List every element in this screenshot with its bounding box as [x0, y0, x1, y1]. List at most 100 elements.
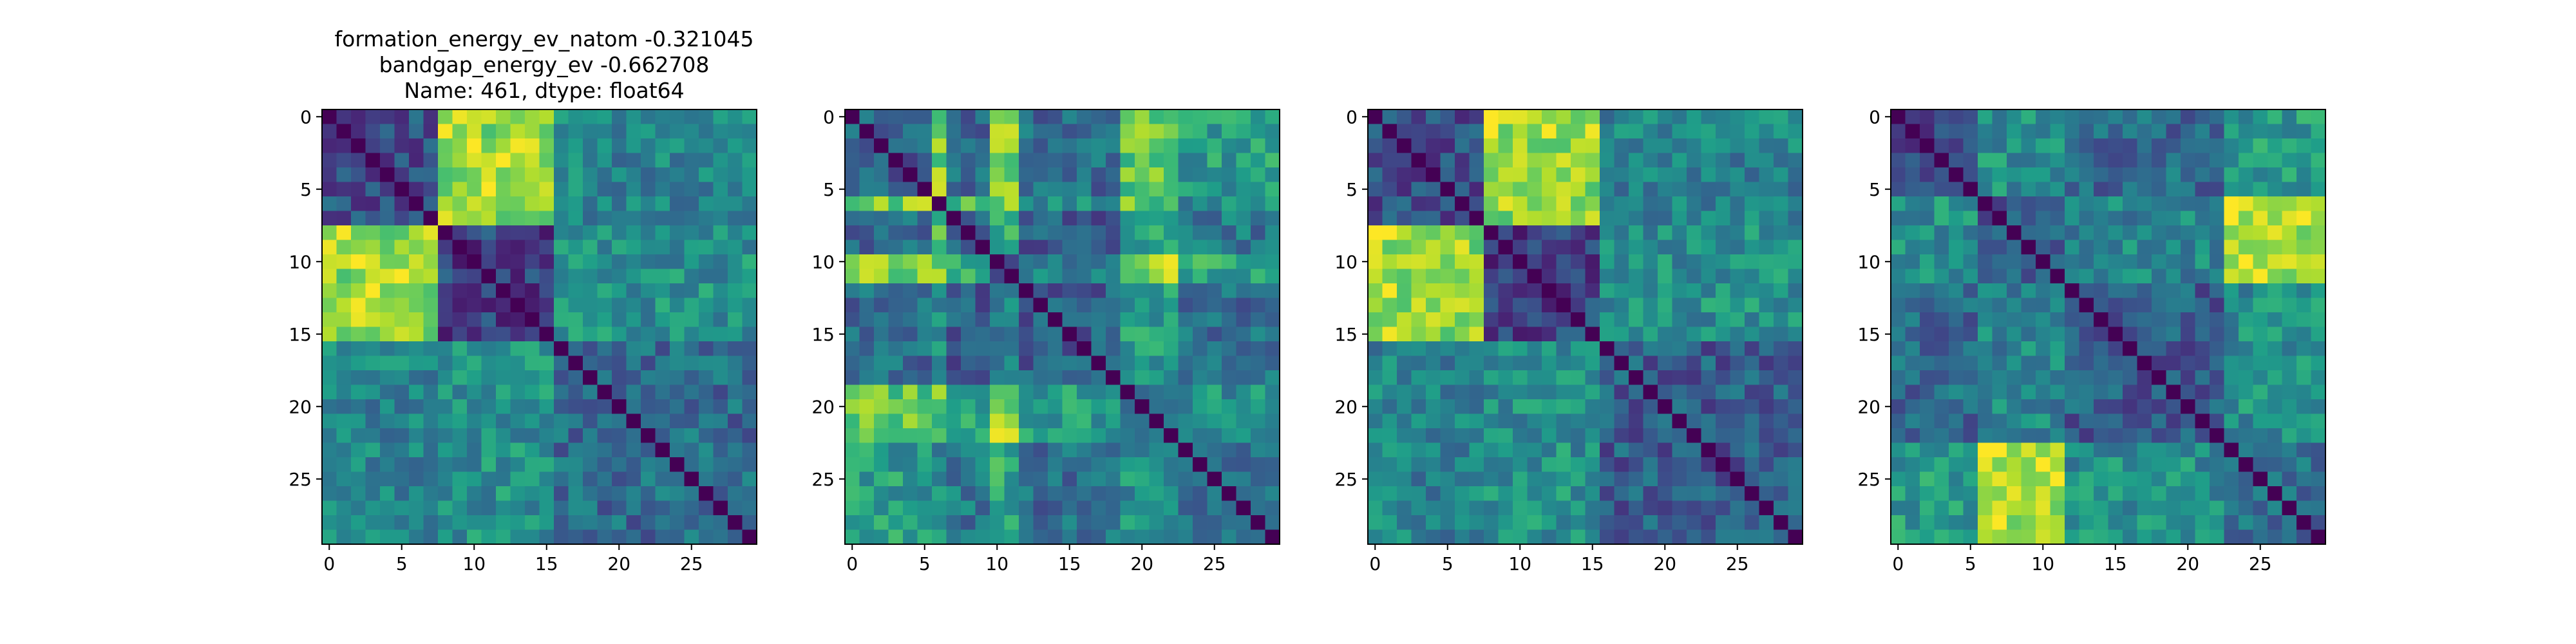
heatmap-cell: [1236, 124, 1251, 139]
heatmap-cell: [2123, 298, 2138, 313]
heatmap-cell: [583, 312, 598, 328]
heatmap-cell: [525, 413, 540, 429]
heatmap-cell: [2065, 515, 2080, 531]
heatmap-cell: [2094, 471, 2109, 487]
heatmap-cell: [1963, 283, 1978, 299]
heatmap-cell: [903, 384, 918, 400]
heatmap-cell: [554, 457, 569, 473]
heatmap-cell: [1527, 211, 1542, 226]
heatmap-cell: [655, 298, 670, 313]
heatmap-cell: [539, 240, 554, 255]
heatmap-cell: [1004, 283, 1019, 299]
heatmap-cell: [742, 124, 757, 139]
heatmap-cell: [2297, 355, 2312, 371]
heatmap-cell: [336, 471, 352, 487]
heatmap-cell: [1716, 182, 1731, 197]
heatmap-cell: [1455, 500, 1470, 516]
heatmap-cell: [1106, 211, 1121, 226]
heatmap-cell: [2210, 370, 2225, 386]
heatmap-cell: [1397, 370, 1412, 386]
heatmap-cell: [859, 196, 875, 212]
heatmap-cell: [961, 138, 976, 154]
heatmap-cell: [1542, 298, 1557, 313]
heatmap-cell: [1164, 471, 1179, 487]
heatmap-cell: [990, 124, 1005, 139]
heatmap-cell: [1556, 399, 1571, 415]
heatmap-cell: [2123, 399, 2138, 415]
heatmap-cell: [1963, 399, 1978, 415]
heatmap-cell: [1687, 283, 1702, 299]
heatmap-cell: [699, 182, 714, 197]
heatmap-cell: [975, 341, 990, 357]
heatmap-cell: [1368, 471, 1383, 487]
heatmap-cell: [2239, 124, 2254, 139]
heatmap-cell: [2123, 486, 2138, 502]
heatmap-cell: [365, 211, 381, 226]
heatmap-cell: [684, 196, 699, 212]
heatmap-cell: [2137, 211, 2152, 226]
heatmap-cell: [2036, 225, 2051, 241]
heatmap-cell: [1426, 269, 1441, 284]
heatmap-cell: [1193, 413, 1208, 429]
heatmap-cell: [626, 109, 641, 125]
heatmap-cell: [539, 486, 554, 502]
heatmap-cell: [539, 182, 554, 197]
heatmap-cell: [975, 486, 990, 502]
heatmap-cell: [1149, 399, 1164, 415]
heatmap-cell: [1498, 486, 1513, 502]
heatmap-cell: [409, 529, 424, 545]
heatmap-cell: [1368, 413, 1383, 429]
heatmap-cell: [917, 269, 933, 284]
heatmap-cell: [1382, 225, 1397, 241]
heatmap-cell: [2079, 269, 2094, 284]
heatmap-cell: [1368, 182, 1383, 197]
heatmap-cell: [1556, 312, 1571, 328]
heatmap-cell: [2253, 457, 2268, 473]
heatmap-cell: [1891, 167, 1906, 183]
heatmap-cell: [467, 109, 482, 125]
heatmap-cell: [1469, 109, 1484, 125]
heatmap-cell: [1687, 211, 1702, 226]
heatmap-cell: [2268, 384, 2283, 400]
heatmap-cell: [1643, 283, 1658, 299]
heatmap-cell: [2181, 167, 2196, 183]
heatmap-cell: [612, 182, 627, 197]
heatmap-cell: [699, 428, 714, 444]
heatmap-cell: [1498, 124, 1513, 139]
heatmap-cell: [1934, 370, 1949, 386]
heatmap-cell: [1222, 269, 1237, 284]
heatmap-cell: [2094, 384, 2109, 400]
heatmap-cell: [539, 225, 554, 241]
heatmap-cell: [467, 370, 482, 386]
heatmap-cell: [2021, 225, 2036, 241]
heatmap-cell: [1905, 211, 1920, 226]
heatmap-cell: [1091, 138, 1106, 154]
heatmap-cell: [1614, 153, 1629, 168]
heatmap-cell: [2297, 500, 2312, 516]
heatmap-cell: [917, 341, 933, 357]
heatmap-cell: [1527, 442, 1542, 458]
heatmap-cell: [1004, 211, 1019, 226]
heatmap-cell: [2268, 298, 2283, 313]
heatmap-cell: [713, 109, 728, 125]
heatmap-cell: [1672, 327, 1687, 342]
heatmap-cell: [2282, 500, 2297, 516]
heatmap-cell: [1382, 211, 1397, 226]
heatmap-cell: [1062, 298, 1077, 313]
heatmap-cell: [481, 167, 497, 183]
heatmap-cell: [2282, 196, 2297, 212]
heatmap-cell: [961, 240, 976, 255]
heatmap-cell: [1236, 109, 1251, 125]
heatmap-cell: [438, 428, 453, 444]
heatmap-cell: [1368, 167, 1383, 183]
heatmap-cell: [1411, 471, 1426, 487]
heatmap-cell: [1251, 283, 1266, 299]
heatmap-cell: [1397, 211, 1412, 226]
heatmap-cell: [1222, 254, 1237, 270]
heatmap-cell: [655, 327, 670, 342]
heatmap-cell: [1193, 471, 1208, 487]
heatmap-cell: [1934, 153, 1949, 168]
heatmap-cell: [1164, 399, 1179, 415]
heatmap-cell: [1411, 486, 1426, 502]
heatmap-cell: [438, 384, 453, 400]
